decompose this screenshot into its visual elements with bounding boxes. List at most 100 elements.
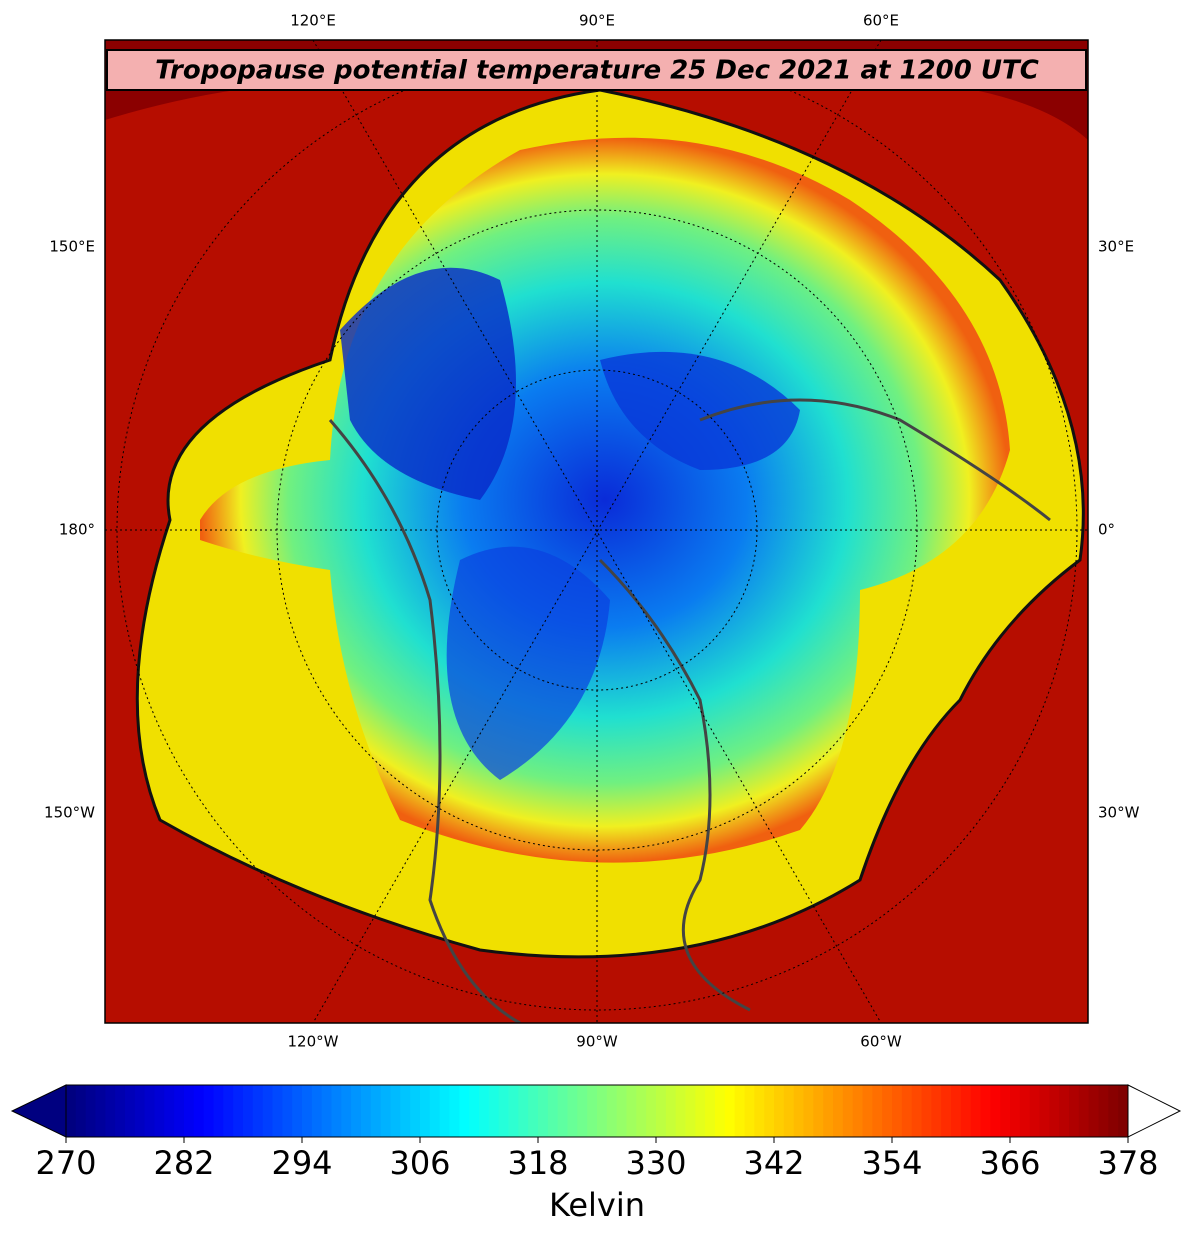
longitude-label: 0°: [1098, 521, 1115, 539]
colorbar-segment: [813, 1085, 824, 1137]
colorbar-extension: [10, 1084, 67, 1138]
colorbar-tick-label: 282: [153, 1144, 214, 1182]
colorbar-segment: [174, 1085, 185, 1137]
colorbar-tick-label: 366: [979, 1144, 1040, 1182]
colorbar-segment: [990, 1085, 1001, 1137]
colorbar-segment: [380, 1085, 392, 1137]
colorbar-segment: [400, 1085, 411, 1137]
colorbar-segment: [862, 1085, 873, 1137]
colorbar-segment: [252, 1085, 264, 1137]
colorbar-segment: [665, 1085, 677, 1137]
colorbar-segment: [960, 1085, 972, 1137]
colorbar-segment: [351, 1085, 362, 1137]
colorbar-tick-label: 330: [625, 1144, 686, 1182]
colorbar-segment: [1019, 1085, 1031, 1137]
colorbar-segment: [715, 1085, 726, 1137]
longitude-label: 30°E: [1098, 238, 1134, 256]
colorbar-label: Kelvin: [549, 1186, 645, 1224]
colorbar-segment: [852, 1085, 864, 1137]
colorbar-segment: [213, 1085, 224, 1137]
colorbar-segment: [626, 1085, 637, 1137]
colorbar-frame: [65, 1084, 1129, 1138]
colorbar-tick-label: 354: [861, 1144, 922, 1182]
longitude-label: 60°E: [863, 12, 899, 30]
colorbar-segment: [685, 1085, 696, 1137]
colorbar-segment: [970, 1085, 982, 1137]
colorbar-tick-label: 294: [271, 1144, 332, 1182]
colorbar-segment: [361, 1085, 372, 1137]
colorbar-segment: [518, 1085, 529, 1137]
colorbar-segment: [636, 1085, 647, 1137]
coastlines: [328, 398, 1051, 1023]
colorbar-segment: [754, 1085, 765, 1137]
longitude-label: 120°E: [290, 12, 336, 30]
colorbar-segment: [646, 1085, 657, 1137]
colorbar-segment: [439, 1085, 451, 1137]
colorbar-segment: [134, 1085, 146, 1137]
colorbar-segment: [469, 1085, 480, 1137]
colorbar-segment: [823, 1085, 834, 1137]
colorbar-segment: [233, 1085, 244, 1137]
colorbar-tick-label: 306: [389, 1144, 450, 1182]
colorbar-segment: [1108, 1085, 1119, 1137]
colorbar-segment: [931, 1085, 942, 1137]
colorbar-segment: [833, 1085, 844, 1137]
colorbar-segment: [1000, 1085, 1011, 1137]
colorbar-segment: [567, 1085, 578, 1137]
colorbar-segment: [872, 1085, 883, 1137]
colorbar-segment: [705, 1085, 716, 1137]
colorbar-segment: [1039, 1085, 1050, 1137]
colorbar-segment: [941, 1085, 952, 1137]
colorbar-segment: [75, 1085, 87, 1137]
colorbar-segment: [1029, 1085, 1041, 1137]
map-frame: [104, 39, 1089, 1024]
longitude-label: 90°E: [579, 12, 615, 30]
colorbar-segment: [606, 1085, 618, 1137]
colorbar-segment: [1118, 1085, 1129, 1137]
colorbar-segment: [1010, 1085, 1021, 1137]
colorbar-segment: [547, 1085, 559, 1137]
colorbar-segment: [577, 1085, 588, 1137]
colorbar-segment: [341, 1085, 352, 1137]
colorbar-tick-label: 342: [743, 1144, 804, 1182]
colorbar-segment: [262, 1085, 274, 1137]
colorbar-segment: [951, 1085, 962, 1137]
colorbar-segment: [793, 1085, 805, 1137]
colorbar-segment: [85, 1085, 97, 1137]
colorbar-segment: [892, 1085, 903, 1137]
colorbar-segment: [656, 1085, 667, 1137]
colorbar-segment: [675, 1085, 687, 1137]
colorbar-segment: [66, 1085, 77, 1137]
colorbar-segment: [203, 1085, 215, 1137]
colorbar-segment: [390, 1085, 401, 1137]
colorbar-segment: [193, 1085, 205, 1137]
longitude-label: 90°W: [576, 1033, 618, 1051]
cold-pool: [340, 267, 516, 500]
longitude-label: 120°W: [288, 1033, 339, 1051]
colorbar-segment: [459, 1085, 470, 1137]
colorbar-segment: [724, 1085, 736, 1137]
colorbar-segment: [734, 1085, 746, 1137]
colorbar-segment: [901, 1085, 913, 1137]
cold-pool: [600, 351, 800, 470]
colorbar-segment: [1098, 1085, 1109, 1137]
title-box: [106, 49, 1087, 91]
colorbar-segment: [479, 1085, 490, 1137]
colorbar-segment: [154, 1085, 165, 1137]
longitude-label: 180°: [59, 521, 95, 539]
map: Tropopause potential temperature 25 Dec …: [105, 40, 1088, 1023]
colorbar-segment: [783, 1085, 795, 1137]
colorbar-segment: [587, 1085, 598, 1137]
colorbar-segment: [774, 1085, 785, 1137]
colorbar-segment: [528, 1085, 539, 1137]
colorbar-segment: [1049, 1085, 1060, 1137]
colorbar-tick-label: 378: [1097, 1144, 1158, 1182]
colorbar-tick-label: 318: [507, 1144, 568, 1182]
colorbar-segment: [164, 1085, 175, 1137]
colorbar-segment: [420, 1085, 431, 1137]
colorbar-segment: [1069, 1085, 1080, 1137]
colorbar-segment: [311, 1085, 323, 1137]
colorbar-segment: [557, 1085, 569, 1137]
colorbar-segment: [980, 1085, 991, 1137]
colorbar-segment: [695, 1085, 706, 1137]
